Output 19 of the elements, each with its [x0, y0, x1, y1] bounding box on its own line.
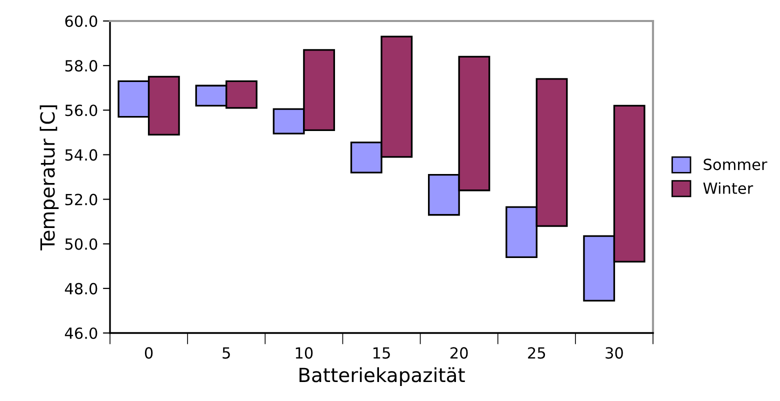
y-axis-title: Temperatur [C] [40, 105, 59, 250]
y-tick-label: 46.0 [64, 327, 98, 340]
y-tick-label: 48.0 [64, 282, 98, 294]
y-tick-label: 60.0 [65, 15, 98, 28]
x-tick-label: 25 [528, 347, 546, 359]
y-tick-label: 50.0 [65, 238, 98, 250]
x-tick-label: 30 [606, 347, 623, 359]
y-tick-label: 54.0 [65, 149, 98, 161]
y-tick-label: 52.0 [65, 194, 98, 206]
y-tick-label: 56.0 [65, 104, 98, 116]
x-axis-title: Batteriekapazität [300, 367, 465, 386]
x-tick-label: 5 [222, 347, 230, 359]
legend-label: Winter [703, 182, 754, 194]
x-tick-label: 0 [144, 347, 153, 359]
legend-label: Sommer [704, 158, 768, 170]
x-tick-label: 15 [373, 347, 390, 359]
x-tick-label: 10 [296, 347, 313, 359]
y-tick-label: 58.0 [65, 60, 98, 72]
x-tick-label: 20 [450, 347, 468, 359]
